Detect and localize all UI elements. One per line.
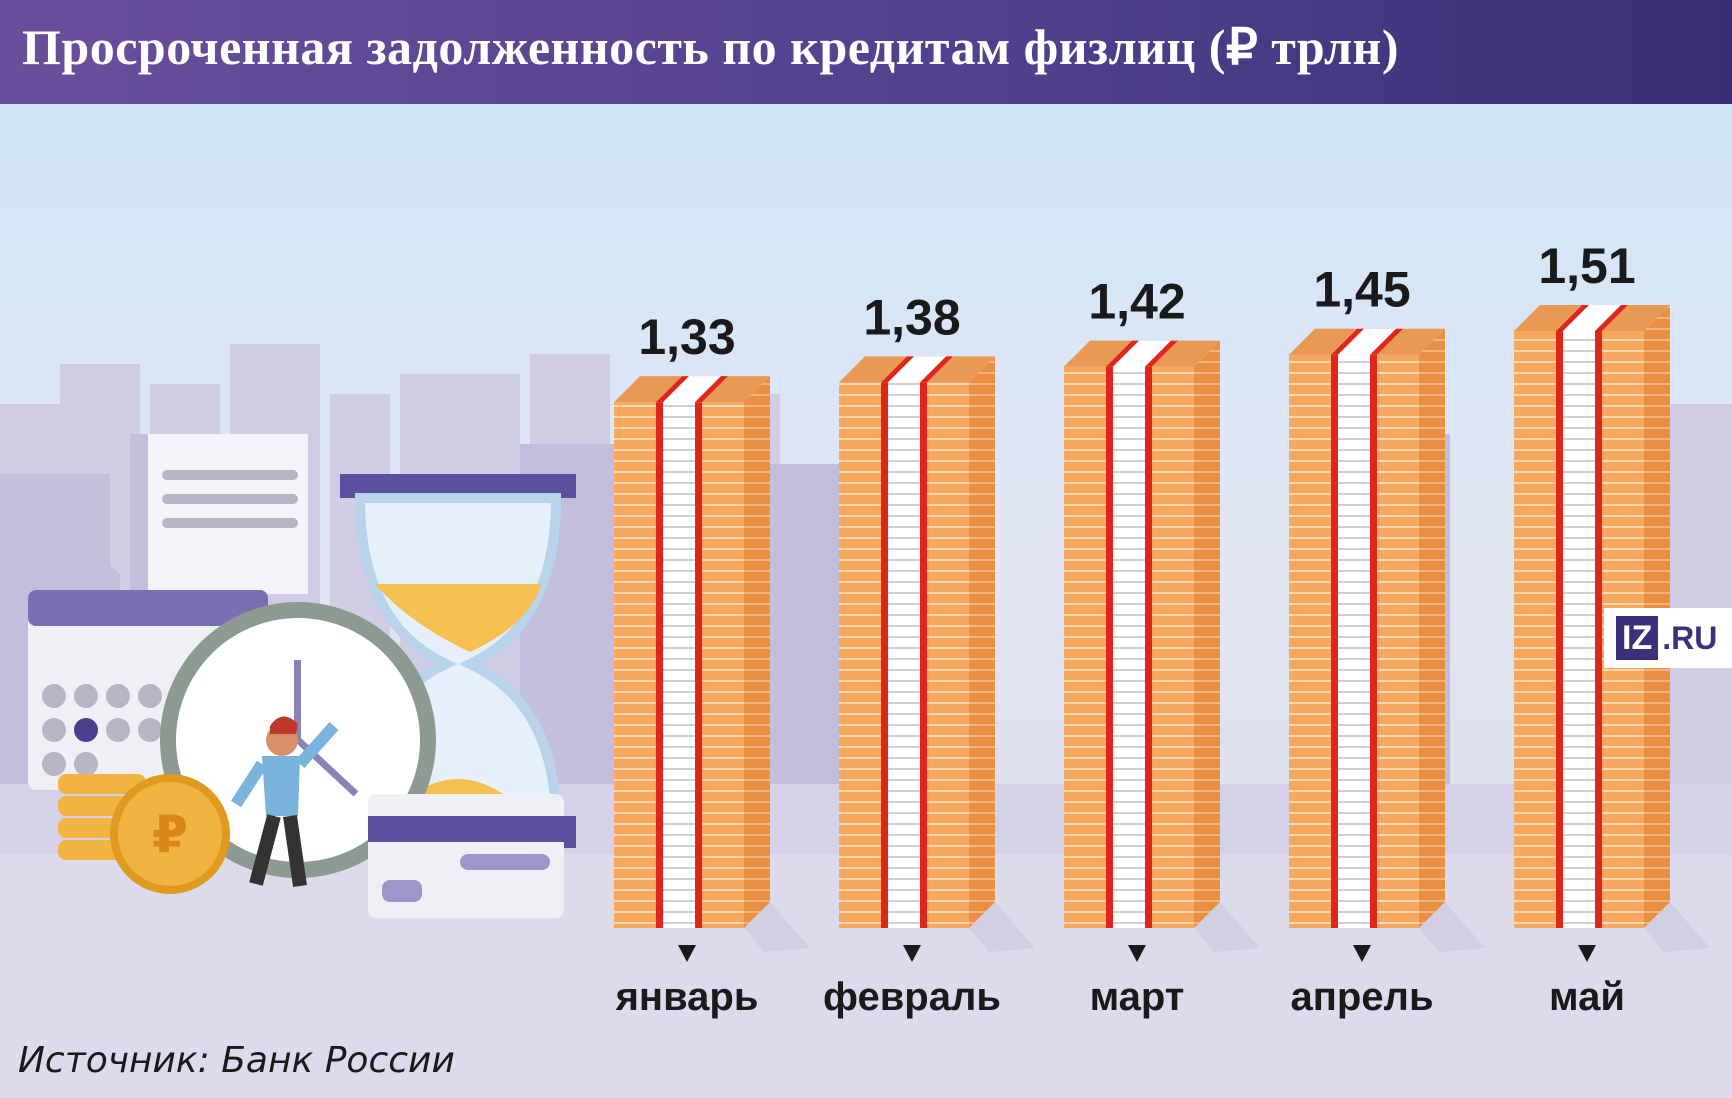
category-label: февраль	[823, 975, 1001, 1019]
category-marker	[1578, 945, 1596, 962]
category-label: март	[1090, 975, 1185, 1019]
bar-март	[1064, 340, 1260, 952]
band-red-left	[881, 382, 888, 928]
category-label: январь	[615, 975, 759, 1019]
bar-side	[1194, 340, 1220, 929]
bar-side	[969, 356, 995, 928]
coin-stack: ₽	[58, 774, 230, 894]
band-top	[656, 376, 728, 403]
bar-shadow	[1644, 902, 1710, 952]
bar-shadow	[1419, 902, 1485, 952]
logo-text: .RU	[1662, 619, 1718, 656]
bar-shadow	[744, 902, 810, 952]
band-white	[1338, 354, 1370, 928]
ruble-icon: ₽	[152, 805, 188, 865]
iz-logo: IZ .RU	[1604, 608, 1732, 668]
bar-shadow	[969, 902, 1035, 952]
band-red-right	[920, 382, 927, 928]
category-marker	[1353, 945, 1371, 962]
person-figure	[230, 716, 339, 887]
band-red-right	[1370, 354, 1377, 928]
category-marker	[678, 945, 696, 962]
value-label: 1,45	[1313, 262, 1410, 318]
bar-side	[1419, 328, 1445, 928]
band-red-left	[1556, 331, 1563, 928]
bar-апрель	[1289, 328, 1485, 952]
band-red-right	[1595, 331, 1602, 928]
bar-shadow	[1194, 902, 1260, 952]
category-label: апрель	[1290, 975, 1433, 1019]
value-label: 1,42	[1088, 274, 1185, 330]
band-red-left	[1106, 366, 1113, 929]
labels-layer: 1,33 январь 1,38 февраль 1,42 март 1,45 апрель 1…	[615, 238, 1636, 1019]
chart-title: Просроченная задолженность по кредитам ф…	[22, 19, 1399, 75]
band-red-right	[1145, 366, 1152, 929]
logo-mark: IZ	[1616, 616, 1659, 660]
bar-январь	[614, 376, 810, 952]
band-top	[881, 356, 953, 383]
band-white	[1113, 366, 1145, 929]
value-label: 1,38	[863, 289, 960, 345]
band-white	[663, 402, 695, 929]
receipt-illustration	[148, 434, 308, 594]
category-marker	[903, 945, 921, 962]
band-top	[1106, 340, 1178, 367]
band-red-left	[1331, 354, 1338, 928]
bar-side	[744, 376, 770, 929]
band-red-right	[695, 402, 702, 929]
bar-февраль	[839, 356, 1035, 952]
band-top	[1556, 305, 1628, 331]
band-white	[1563, 331, 1595, 928]
value-label: 1,51	[1538, 238, 1635, 294]
band-red-left	[656, 402, 663, 929]
credit-card-icon	[368, 794, 576, 918]
category-label: май	[1549, 975, 1625, 1019]
band-top	[1331, 328, 1403, 355]
value-label: 1,33	[638, 309, 735, 365]
category-marker	[1128, 945, 1146, 962]
header-banner: Просроченная задолженность по кредитам ф…	[0, 0, 1732, 104]
bars-layer	[614, 305, 1710, 952]
band-white	[888, 382, 920, 928]
source-note: Источник: Банк России	[18, 1040, 455, 1081]
